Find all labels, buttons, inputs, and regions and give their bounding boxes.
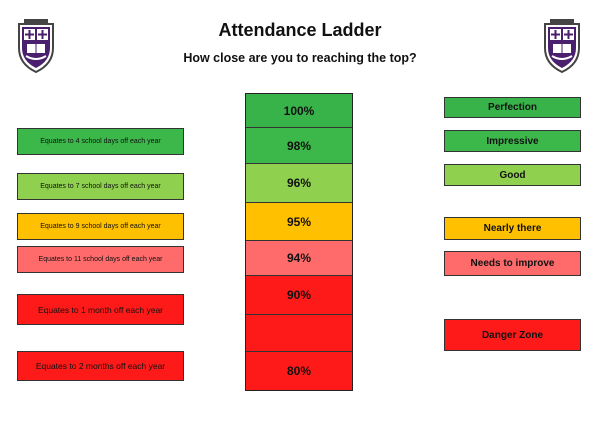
ladder-rung: 90% (246, 275, 352, 314)
school-crest-icon (544, 19, 580, 74)
days-off-box: Equates to 9 school days off each year (17, 213, 184, 240)
ladder-rung: 80% (246, 351, 352, 390)
ladder-rung: 98% (246, 127, 352, 163)
ladder-rung: 95% (246, 202, 352, 240)
ladder-rung: 94% (246, 240, 352, 275)
ladder-rung (246, 314, 352, 351)
days-off-box: Equates to 1 month off each year (17, 294, 184, 325)
ladder-rung: 96% (246, 163, 352, 202)
school-crest-icon (18, 19, 54, 74)
rating-box: Good (444, 164, 581, 186)
days-off-box: Equates to 2 months off each year (17, 351, 184, 381)
rating-box: Nearly there (444, 217, 581, 240)
rating-box: Perfection (444, 97, 581, 118)
attendance-ladder: 100% 98% 96% 95% 94% 90% 80% (245, 93, 353, 391)
days-off-box: Equates to 7 school days off each year (17, 173, 184, 200)
ladder-rung: 100% (246, 94, 352, 127)
rating-box: Needs to improve (444, 251, 581, 276)
rating-box: Danger Zone (444, 319, 581, 351)
page-title: Attendance Ladder (218, 20, 382, 40)
days-off-box: Equates to 11 school days off each year (17, 246, 184, 273)
days-off-box: Equates to 4 school days off each year (17, 128, 184, 155)
rating-box: Impressive (444, 130, 581, 152)
page-subtitle: How close are you to reaching the top? (183, 51, 417, 65)
